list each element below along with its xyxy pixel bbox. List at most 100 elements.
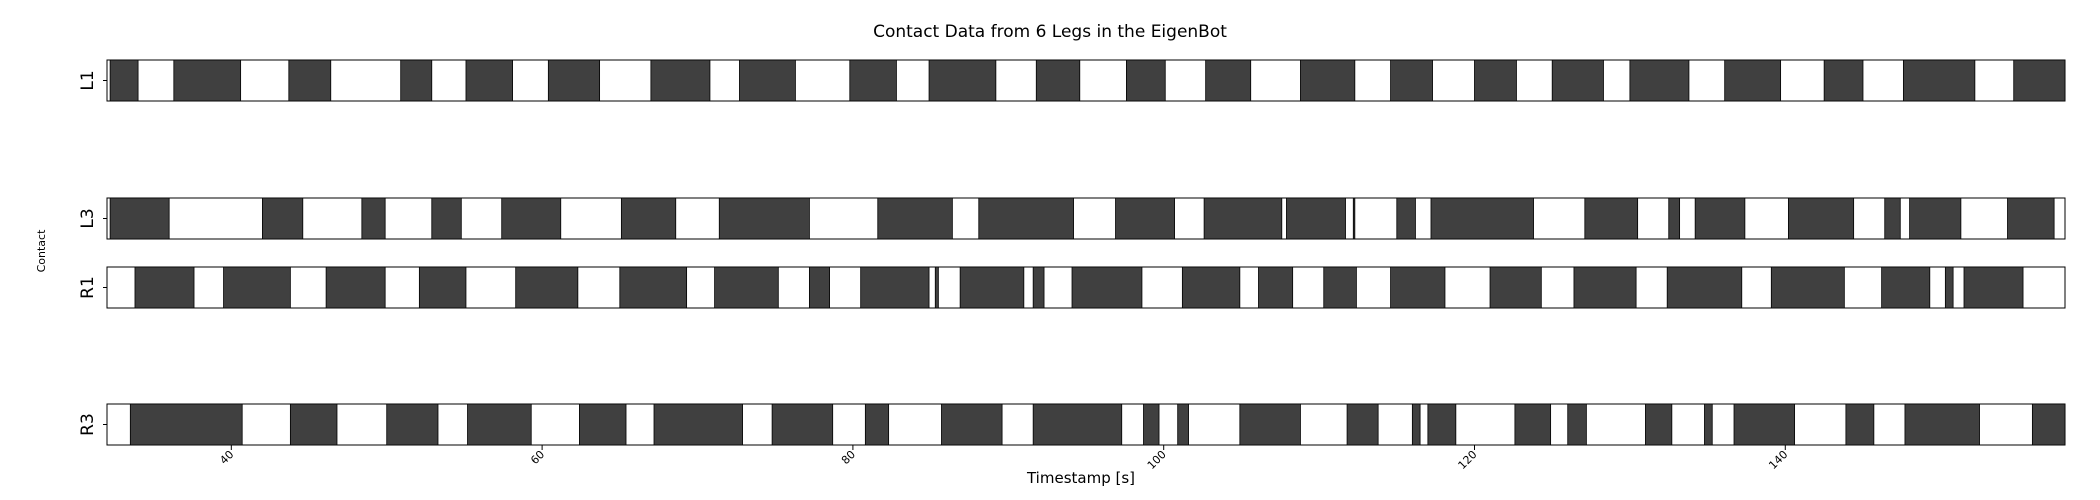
contact-bar — [877, 197, 953, 240]
contact-bar — [1704, 403, 1713, 446]
row-R3: R3 — [78, 403, 2066, 446]
contact-bar — [1884, 197, 1901, 240]
contact-bar — [288, 59, 332, 102]
contact-bar — [1963, 266, 2024, 309]
contact-bar — [467, 403, 532, 446]
contact-bar — [1584, 197, 1639, 240]
row-L3: L3 — [78, 197, 2066, 240]
x-tick-label: 140 — [1766, 448, 1790, 472]
chart-title: Contact Data from 6 Legs in the EigenBot — [873, 22, 1227, 42]
contact-bar — [465, 59, 513, 102]
contact-bar — [129, 403, 243, 446]
row-label: L1 — [78, 70, 98, 90]
contact-bar — [2031, 403, 2066, 446]
contact-bar — [1733, 403, 1796, 446]
x-tick-label: 100 — [1145, 448, 1169, 472]
contact-bar — [325, 266, 386, 309]
contact-bar — [400, 59, 433, 102]
contact-bar — [109, 59, 139, 102]
contact-bar — [1396, 197, 1416, 240]
row-R1: R1 — [78, 266, 2066, 309]
contact-bar — [386, 403, 439, 446]
contact-bar — [1181, 266, 1241, 309]
x-tick-label: 80 — [839, 448, 858, 467]
contact-bar — [1032, 266, 1045, 309]
x-tick-label: 60 — [528, 448, 547, 467]
contact-bar — [1071, 266, 1143, 309]
contact-bar — [739, 59, 796, 102]
contact-bar — [1323, 266, 1357, 309]
contact-bar — [1904, 403, 1980, 446]
contact-bar — [714, 266, 779, 309]
contact-bar — [860, 266, 930, 309]
contact-bar — [620, 197, 677, 240]
y-axis-label: Contact — [35, 229, 48, 272]
contact-bar — [1390, 266, 1446, 309]
contact-bar — [959, 266, 1025, 309]
contact-bar — [289, 403, 338, 446]
contact-bar — [1286, 197, 1346, 240]
x-axis-ticks: 40 60 80 100 120 140 — [217, 445, 1790, 472]
contact-bar — [1629, 59, 1690, 102]
contact-bar — [1390, 59, 1433, 102]
contact-bar — [1126, 59, 1166, 102]
contact-bar — [1787, 197, 1855, 240]
contact-bar — [808, 266, 830, 309]
contact-bar — [134, 266, 195, 309]
contact-bar — [223, 266, 291, 309]
contact-bar — [1411, 403, 1421, 446]
contact-bar — [2013, 59, 2066, 102]
contact-bar — [978, 197, 1074, 240]
contact-bar — [1551, 59, 1604, 102]
row-label: L3 — [78, 208, 98, 228]
contact-bar — [1567, 403, 1587, 446]
contact-bar — [653, 403, 743, 446]
contact-bar — [579, 403, 627, 446]
contact-bar — [718, 197, 810, 240]
contact-bar — [1909, 197, 1962, 240]
contact-bar — [1770, 266, 1845, 309]
contact-bar — [547, 59, 601, 102]
contact-bar — [501, 197, 562, 240]
x-axis-label: Timestamp [s] — [1026, 469, 1135, 487]
contact-bar — [418, 266, 467, 309]
contact-bar — [431, 197, 462, 240]
contact-bar — [1143, 403, 1160, 446]
contact-bar — [849, 59, 897, 102]
contact-bar — [771, 403, 834, 446]
x-tick-label: 40 — [217, 448, 236, 467]
contact-bar — [650, 59, 711, 102]
x-tick-label: 120 — [1456, 448, 1480, 472]
contact-bar — [1300, 59, 1356, 102]
contact-bar — [1177, 403, 1189, 446]
contact-bar — [1666, 266, 1743, 309]
contact-bar — [1668, 197, 1681, 240]
row-frame — [106, 197, 2066, 240]
contact-bar — [1205, 59, 1252, 102]
contact-bar — [1115, 197, 1175, 240]
contact-bar — [109, 197, 170, 240]
contact-bar — [1694, 197, 1746, 240]
contact-bar — [2007, 197, 2055, 240]
contact-bar — [1352, 197, 1356, 240]
contact-bar — [1845, 403, 1875, 446]
contact-bar — [1239, 403, 1301, 446]
contact-bar — [1881, 266, 1931, 309]
contact-bar — [1645, 403, 1673, 446]
contact-bar — [1514, 403, 1552, 446]
contact-bar — [928, 59, 997, 102]
row-L1: L1 — [78, 59, 2066, 102]
contact-bar — [1489, 266, 1542, 309]
contact-bar — [1573, 266, 1637, 309]
contact-bar — [1944, 266, 1954, 309]
contact-bar — [1823, 59, 1864, 102]
contact-bar — [173, 59, 242, 102]
contact-bar — [1346, 403, 1379, 446]
row-label: R1 — [78, 276, 98, 299]
contact-bar — [1035, 59, 1081, 102]
contact-bar — [1902, 59, 1976, 102]
contact-bar — [1474, 59, 1517, 102]
contact-bar — [1203, 197, 1283, 240]
contact-bar — [515, 266, 579, 309]
